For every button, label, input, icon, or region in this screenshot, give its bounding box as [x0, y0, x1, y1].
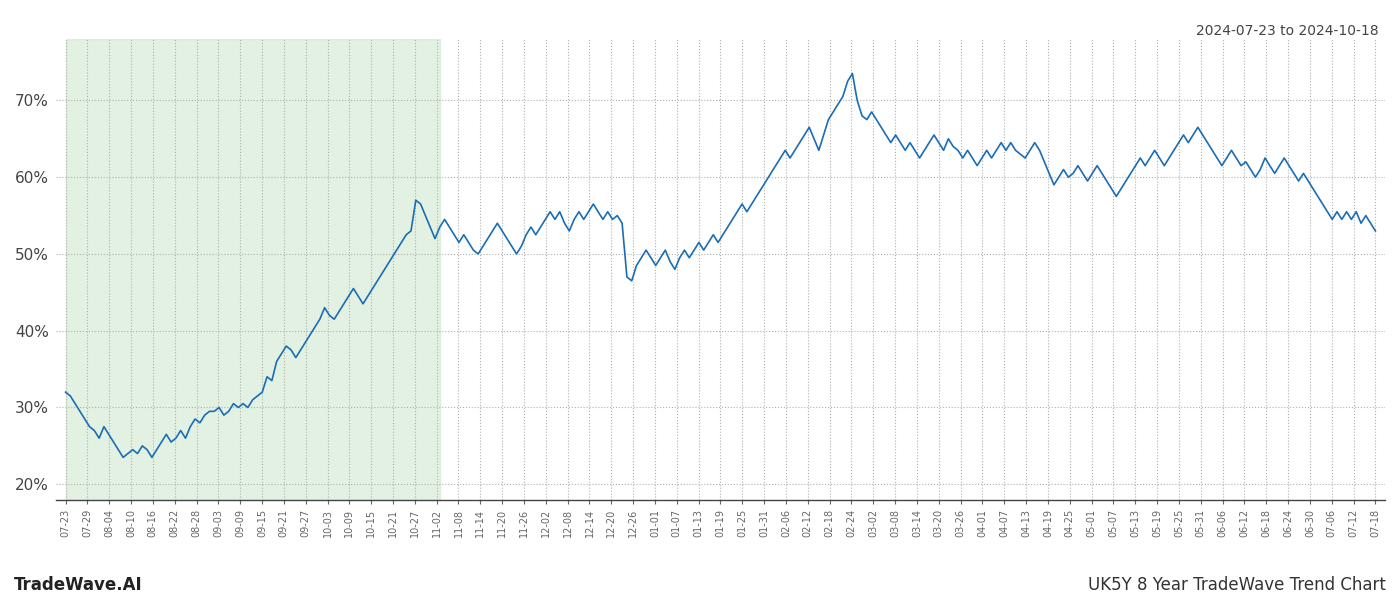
Text: UK5Y 8 Year TradeWave Trend Chart: UK5Y 8 Year TradeWave Trend Chart [1088, 576, 1386, 594]
Text: 2024-07-23 to 2024-10-18: 2024-07-23 to 2024-10-18 [1197, 24, 1379, 38]
Bar [66, 39, 440, 500]
Text: TradeWave.AI: TradeWave.AI [14, 576, 143, 594]
